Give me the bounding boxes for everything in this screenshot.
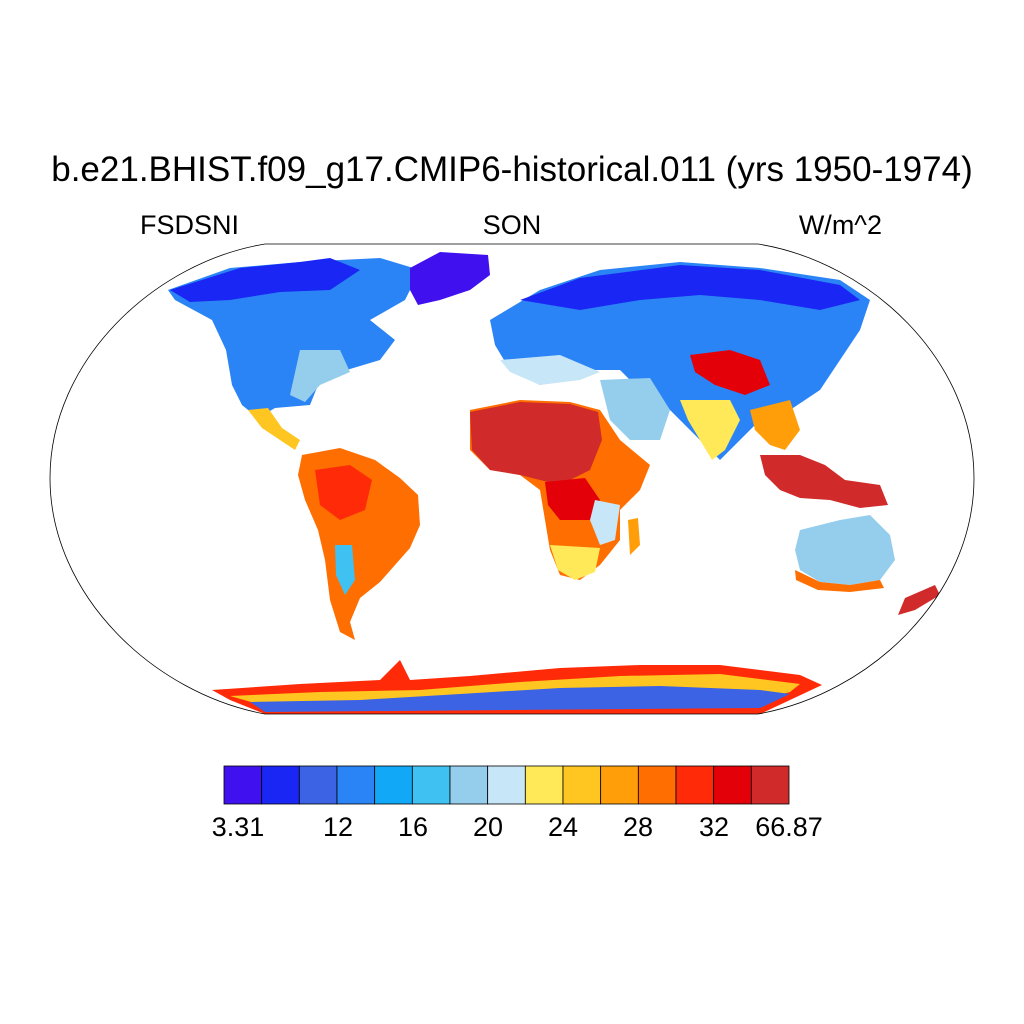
canada-north — [170, 258, 360, 302]
north-america-south — [290, 350, 350, 402]
plot-title: b.e21.BHIST.f09_g17.CMIP6-historical.011… — [51, 150, 973, 189]
season-label: SON — [482, 210, 542, 240]
amazon — [315, 465, 372, 520]
australia-coast — [795, 570, 884, 592]
colorbar-tick-label: 28 — [622, 812, 654, 842]
colorbar-box — [261, 765, 300, 805]
colorbar-box — [637, 765, 677, 805]
northern-eurasia — [520, 265, 860, 310]
colorbar-box — [750, 765, 790, 805]
mexico — [248, 408, 300, 450]
colorbar-tick-label: 66.87 — [755, 812, 823, 842]
colorbar-tick-label: 3.31 — [211, 812, 265, 842]
europe-south — [500, 355, 600, 385]
variable-label: FSDSNI — [140, 210, 240, 240]
colorbar-tick-label: 24 — [547, 812, 579, 842]
colorbar-box — [336, 765, 376, 805]
colorbar-box — [675, 765, 715, 805]
colorbar-box — [411, 765, 451, 805]
units-label: W/m^2 — [798, 210, 882, 240]
colorbar-box — [449, 765, 489, 805]
india — [680, 400, 740, 460]
map-border — [49, 243, 975, 715]
colorbar-box — [562, 765, 602, 805]
colorbar-box — [374, 765, 413, 805]
colorbar-box — [223, 765, 263, 805]
colorbar-tick-label: 32 — [698, 812, 730, 842]
australia — [795, 515, 895, 585]
tibet-plateau — [690, 350, 770, 395]
colorbar-tick-label: 12 — [322, 812, 354, 842]
middle-east — [600, 378, 670, 440]
central-africa — [545, 478, 600, 520]
new-zealand — [898, 585, 940, 615]
colorbar-box — [487, 765, 526, 805]
colorbar-box — [524, 765, 564, 805]
colorbar-box — [600, 765, 639, 805]
sahara-sahel — [470, 402, 602, 485]
southern-africa — [550, 545, 600, 580]
antarctic-interior — [250, 686, 790, 712]
colorbar-box — [298, 765, 338, 805]
colorbar-tick-label: 16 — [397, 812, 429, 842]
se-asia — [750, 400, 800, 450]
madagascar — [628, 518, 640, 555]
colorbar-tick-label: 20 — [472, 812, 504, 842]
east-africa — [590, 500, 620, 545]
andes — [335, 545, 355, 595]
colorbar-box — [713, 765, 752, 805]
greenland — [410, 252, 490, 305]
land-field — [168, 252, 940, 714]
maritime-continent — [760, 455, 888, 508]
